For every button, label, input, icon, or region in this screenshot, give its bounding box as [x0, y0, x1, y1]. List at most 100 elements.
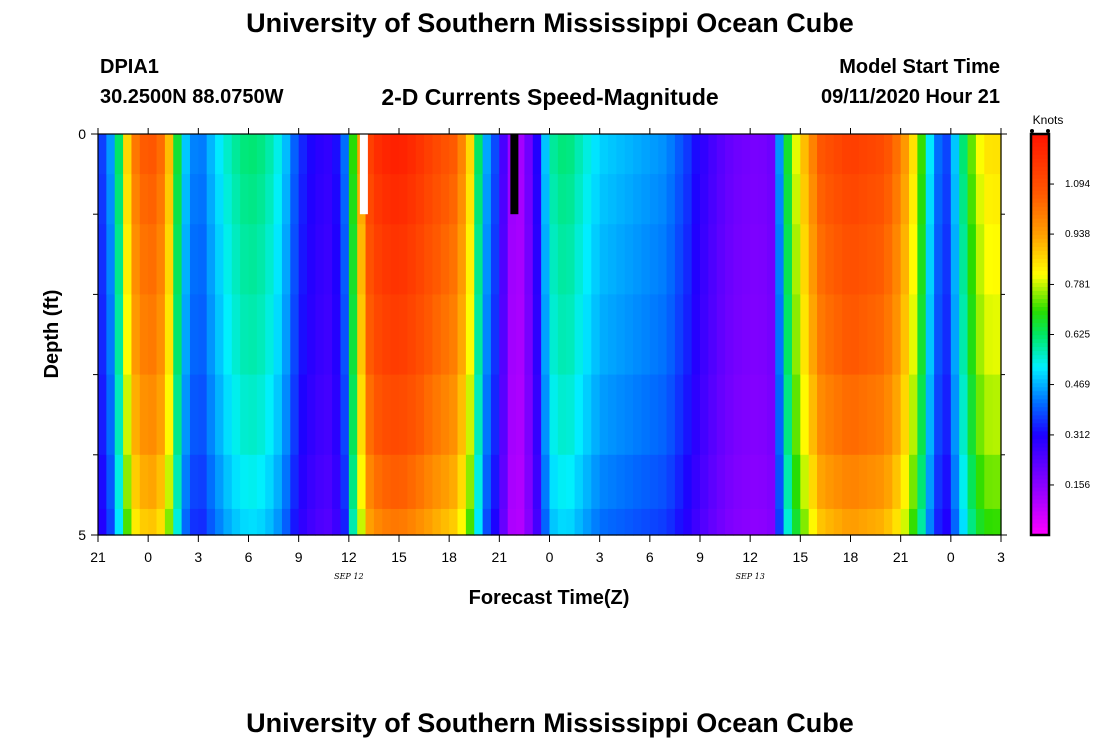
heatmap-cell: [566, 374, 576, 456]
heatmap-cell: [440, 508, 450, 536]
heatmap-cell: [332, 224, 342, 295]
colorbar-segment: [1031, 274, 1049, 279]
heatmap-cell: [114, 508, 124, 536]
heatmap-cell: [440, 454, 450, 510]
colorbar-segment: [1031, 142, 1049, 147]
heatmap-cell: [256, 174, 266, 225]
heatmap-cell: [231, 294, 241, 376]
heatmap-cell: [825, 508, 835, 536]
heatmap-cell: [131, 508, 141, 536]
heatmap-cell: [825, 374, 835, 456]
heatmap-cell: [557, 294, 567, 376]
heatmap-cell: [599, 134, 609, 175]
heatmap-cell: [499, 224, 509, 295]
heatmap-cell: [867, 224, 877, 295]
heatmap-cell: [348, 454, 358, 510]
heatmap-cell: [198, 294, 208, 376]
x-tick-label: 3: [194, 549, 202, 565]
heatmap-cell: [315, 374, 325, 456]
heatmap-cell: [833, 294, 843, 376]
colorbar-segment: [1031, 518, 1049, 524]
heatmap-cell: [449, 454, 459, 510]
heatmap-cell: [248, 174, 258, 225]
heatmap-cell: [399, 508, 408, 536]
heatmap-cell: [290, 134, 300, 175]
heatmap-cell: [198, 134, 208, 175]
heatmap-cell: [382, 454, 392, 510]
x-tick-label: 21: [492, 549, 508, 565]
heatmap-cell: [524, 134, 534, 175]
heatmap-cell: [407, 508, 417, 536]
heatmap-cell: [708, 134, 718, 175]
heatmap-cell: [148, 174, 158, 225]
heatmap-cell: [909, 174, 918, 225]
heatmap-cell: [624, 454, 634, 510]
heatmap-cell: [139, 174, 149, 225]
heatmap-cell: [566, 454, 576, 510]
colorbar-segment: [1031, 178, 1049, 183]
heatmap-cell: [415, 174, 425, 225]
heatmap-cell: [691, 454, 701, 510]
heatmap-cell: [499, 374, 509, 456]
heatmap-cell: [516, 174, 526, 225]
heatmap-cell: [825, 134, 835, 175]
heatmap-cell: [658, 454, 668, 510]
heatmap-cell: [666, 508, 676, 536]
heatmap-cell: [591, 374, 601, 456]
heatmap-cell: [457, 454, 467, 510]
heatmap-cell: [507, 374, 517, 456]
heatmap-cell: [164, 224, 174, 295]
heatmap-cell: [892, 224, 902, 295]
heatmap-cell: [975, 454, 985, 510]
heatmap-cell: [649, 224, 659, 295]
heatmap-cell: [582, 374, 592, 456]
heatmap-cell: [875, 174, 885, 225]
heatmap-cell: [490, 134, 500, 175]
colorbar-segment: [1031, 482, 1049, 488]
heatmap-cell: [658, 224, 668, 295]
heatmap-cell: [340, 508, 350, 536]
heatmap-cell: [700, 454, 709, 510]
colorbar-segment: [1031, 474, 1049, 480]
colorbar-segment: [1031, 390, 1049, 396]
heatmap-cell: [256, 224, 266, 295]
x-tick-label: 6: [646, 549, 654, 565]
heatmap-cell: [766, 508, 776, 536]
colorbar-segment: [1031, 166, 1049, 171]
heatmap-cell: [624, 134, 634, 175]
heatmap-cell: [574, 224, 584, 295]
heatmap-cell: [357, 454, 367, 510]
heatmap-cell: [323, 374, 333, 456]
heatmap-cell: [867, 454, 877, 510]
heatmap-cell: [139, 294, 149, 376]
heatmap-cell: [599, 454, 609, 510]
colorbar-segment: [1031, 286, 1049, 291]
heatmap-cell: [123, 174, 133, 225]
heatmap-cell: [817, 224, 827, 295]
heatmap-cell: [725, 224, 735, 295]
model-start-label: Model Start Time: [839, 56, 1000, 78]
colorbar-segment: [1031, 506, 1049, 512]
colorbar-segment: [1031, 374, 1049, 380]
heatmap-cell: [557, 374, 567, 456]
heatmap-cell: [616, 224, 626, 295]
colorbar-tick-label: 0.938: [1065, 229, 1090, 240]
heatmap-cell: [992, 294, 1002, 376]
heatmap-cell: [532, 174, 542, 225]
heatmap-cell: [248, 454, 258, 510]
heatmap-cell: [198, 174, 208, 225]
heatmap-cell: [700, 134, 709, 175]
heatmap-cell: [474, 174, 484, 225]
colorbar-segment: [1031, 334, 1049, 340]
colorbar-segment: [1031, 194, 1049, 199]
heatmap-cell: [917, 224, 927, 295]
heatmap-cell: [817, 134, 827, 175]
heatmap-cell: [758, 174, 768, 225]
heatmap-cell: [114, 224, 124, 295]
heatmap-cell: [490, 174, 500, 225]
y-tick-label: 5: [78, 527, 86, 543]
heatmap-cell: [131, 174, 141, 225]
colorbar-segment: [1031, 338, 1049, 344]
heatmap-cell: [591, 294, 601, 376]
heatmap-cell: [833, 134, 843, 175]
